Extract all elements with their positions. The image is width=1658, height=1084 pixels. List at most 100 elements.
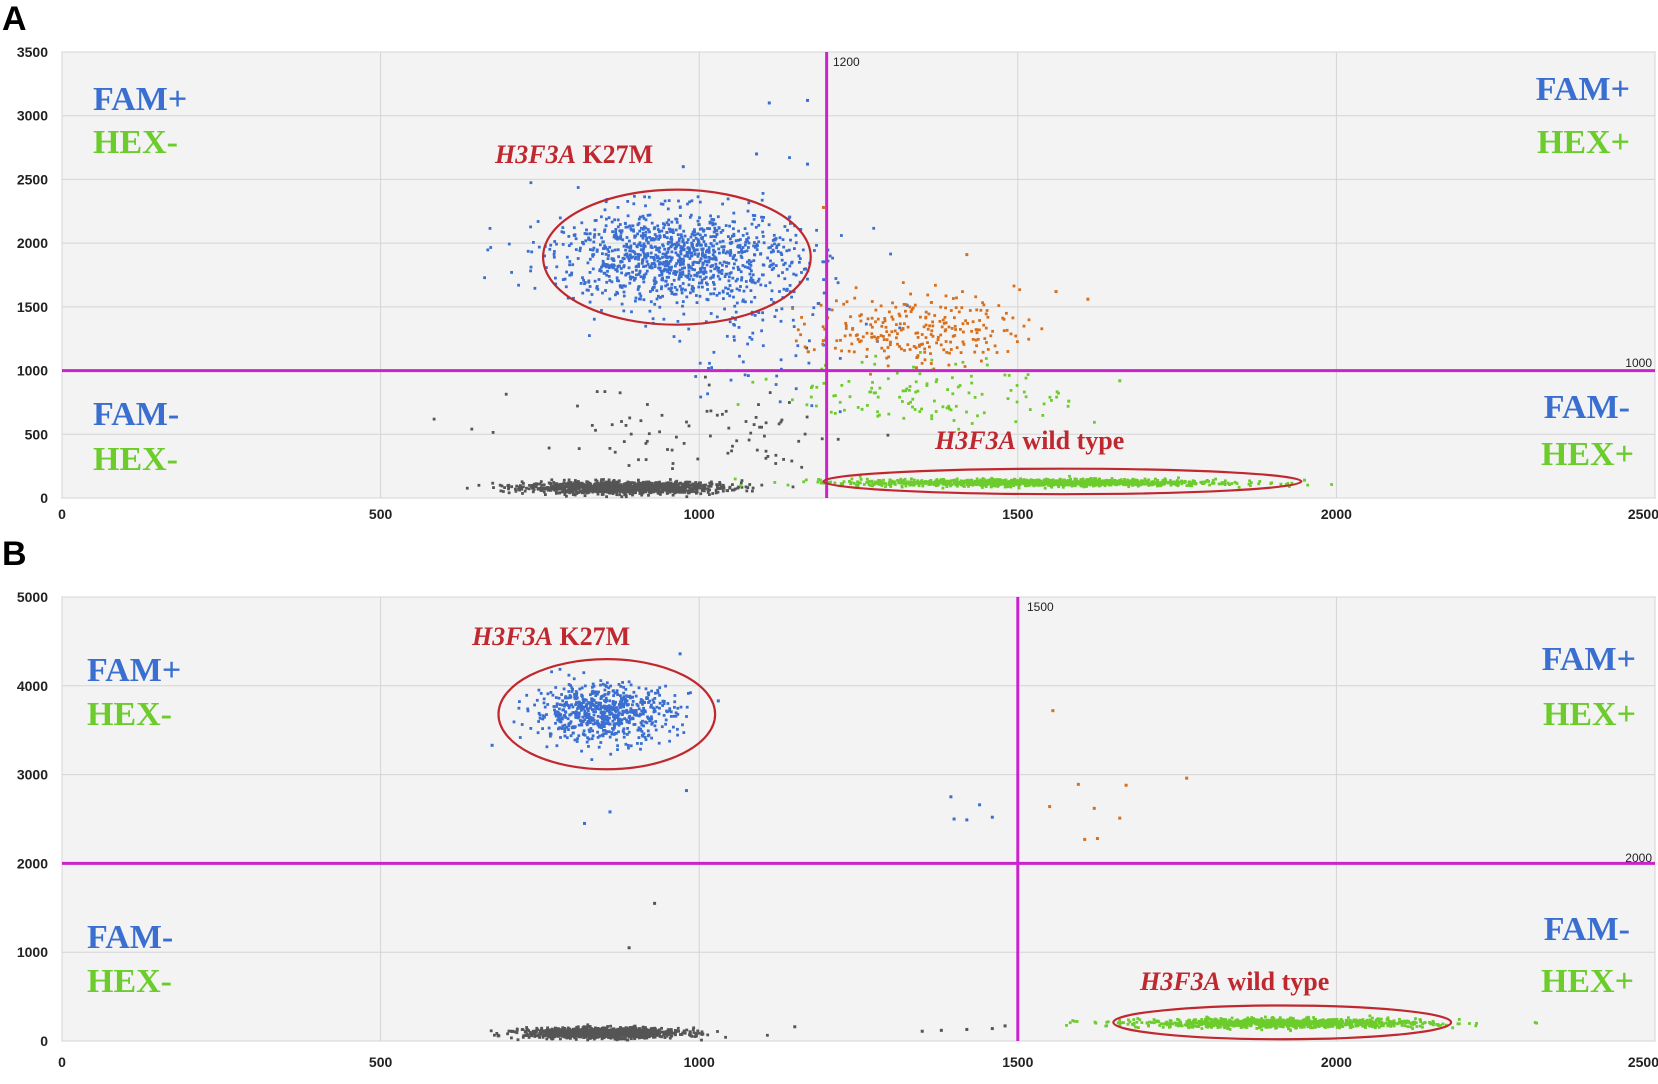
droplet-point xyxy=(779,358,783,362)
droplet-point xyxy=(547,481,551,485)
droplet-point xyxy=(727,287,730,291)
droplet-point xyxy=(949,348,953,351)
droplet-point xyxy=(735,287,739,291)
droplet-point xyxy=(971,338,975,341)
droplet-point xyxy=(669,258,673,261)
droplet-point xyxy=(774,453,778,457)
droplet-point xyxy=(611,249,614,253)
droplet-point xyxy=(1079,484,1083,488)
droplet-point xyxy=(753,281,757,285)
droplet-point xyxy=(654,1027,657,1031)
droplet-point xyxy=(941,318,945,322)
droplet-point xyxy=(644,490,648,494)
droplet-point xyxy=(635,244,639,248)
droplet-point xyxy=(688,1032,692,1036)
droplet-point xyxy=(644,264,648,268)
droplet-point xyxy=(963,485,966,488)
droplet-point xyxy=(822,291,826,295)
droplet-point xyxy=(664,279,668,283)
droplet-point xyxy=(874,391,877,395)
droplet-point xyxy=(633,488,637,492)
droplet-point xyxy=(670,283,674,286)
droplet-point xyxy=(698,486,701,490)
droplet-point xyxy=(1012,480,1016,484)
droplet-point xyxy=(966,479,970,483)
droplet-point xyxy=(691,230,695,234)
droplet-point xyxy=(1067,482,1070,486)
droplet-point xyxy=(701,251,704,254)
droplet-point xyxy=(642,247,646,250)
droplet-point xyxy=(914,346,918,350)
droplet-point xyxy=(1051,482,1055,486)
droplet-point xyxy=(923,358,927,362)
panel-b-droplets xyxy=(489,652,1538,1042)
droplet-point xyxy=(751,380,755,384)
panel-a-cluster-6 xyxy=(733,474,1333,490)
droplet-point xyxy=(961,340,965,344)
droplet-point xyxy=(638,1029,642,1032)
droplet-point xyxy=(796,344,800,348)
droplet-point xyxy=(978,319,981,322)
droplet-point xyxy=(529,181,533,185)
droplet-point xyxy=(612,479,616,482)
droplet-point xyxy=(632,278,636,282)
droplet-point xyxy=(1041,481,1045,485)
droplet-point xyxy=(586,490,589,493)
droplet-point xyxy=(979,484,983,487)
droplet-point xyxy=(924,310,928,314)
droplet-point xyxy=(695,271,699,275)
droplet-point xyxy=(670,235,673,239)
droplet-point xyxy=(608,265,611,268)
droplet-point xyxy=(609,1028,613,1032)
droplet-point xyxy=(790,459,794,463)
droplet-point xyxy=(721,412,724,416)
droplet-point xyxy=(793,247,796,250)
droplet-point xyxy=(626,254,629,258)
droplet-point xyxy=(526,249,530,253)
droplet-point xyxy=(839,338,842,342)
droplet-point xyxy=(529,269,532,273)
droplet-point xyxy=(924,336,928,339)
droplet-point xyxy=(769,250,773,254)
droplet-point xyxy=(1102,479,1105,483)
droplet-point xyxy=(682,241,686,245)
droplet-point xyxy=(958,384,962,387)
panel-a-label-ul-hex: HEX- xyxy=(93,124,178,161)
droplet-point xyxy=(1249,484,1252,488)
droplet-point xyxy=(656,228,660,231)
droplet-point xyxy=(637,262,641,266)
droplet-point xyxy=(567,489,571,493)
droplet-point xyxy=(989,479,992,483)
droplet-point xyxy=(714,265,718,269)
droplet-point xyxy=(626,214,630,218)
droplet-point xyxy=(910,477,913,481)
droplet-point xyxy=(663,1036,667,1039)
droplet-point xyxy=(686,489,690,493)
droplet-point xyxy=(650,262,654,265)
droplet-point xyxy=(924,316,928,320)
droplet-point xyxy=(624,284,627,288)
droplet-point xyxy=(844,321,848,325)
droplet-point xyxy=(632,229,635,233)
droplet-point xyxy=(854,334,858,337)
droplet-point xyxy=(746,239,749,243)
droplet-point xyxy=(546,1029,550,1032)
droplet-point xyxy=(732,211,736,215)
droplet-point xyxy=(586,1023,590,1027)
droplet-point xyxy=(970,374,973,378)
droplet-point xyxy=(934,479,938,483)
droplet-point xyxy=(560,483,564,487)
droplet-point xyxy=(1148,482,1152,485)
droplet-point xyxy=(1012,483,1015,487)
droplet-point xyxy=(1194,482,1198,485)
droplet-point xyxy=(792,272,796,276)
droplet-point xyxy=(982,323,986,327)
droplet-point xyxy=(595,248,599,252)
droplet-point xyxy=(641,228,645,231)
droplet-point xyxy=(681,246,685,249)
droplet-point xyxy=(721,483,725,487)
droplet-point xyxy=(901,327,905,330)
droplet-outlier xyxy=(965,253,969,257)
droplet-point xyxy=(510,271,513,274)
droplet-point xyxy=(555,487,559,490)
